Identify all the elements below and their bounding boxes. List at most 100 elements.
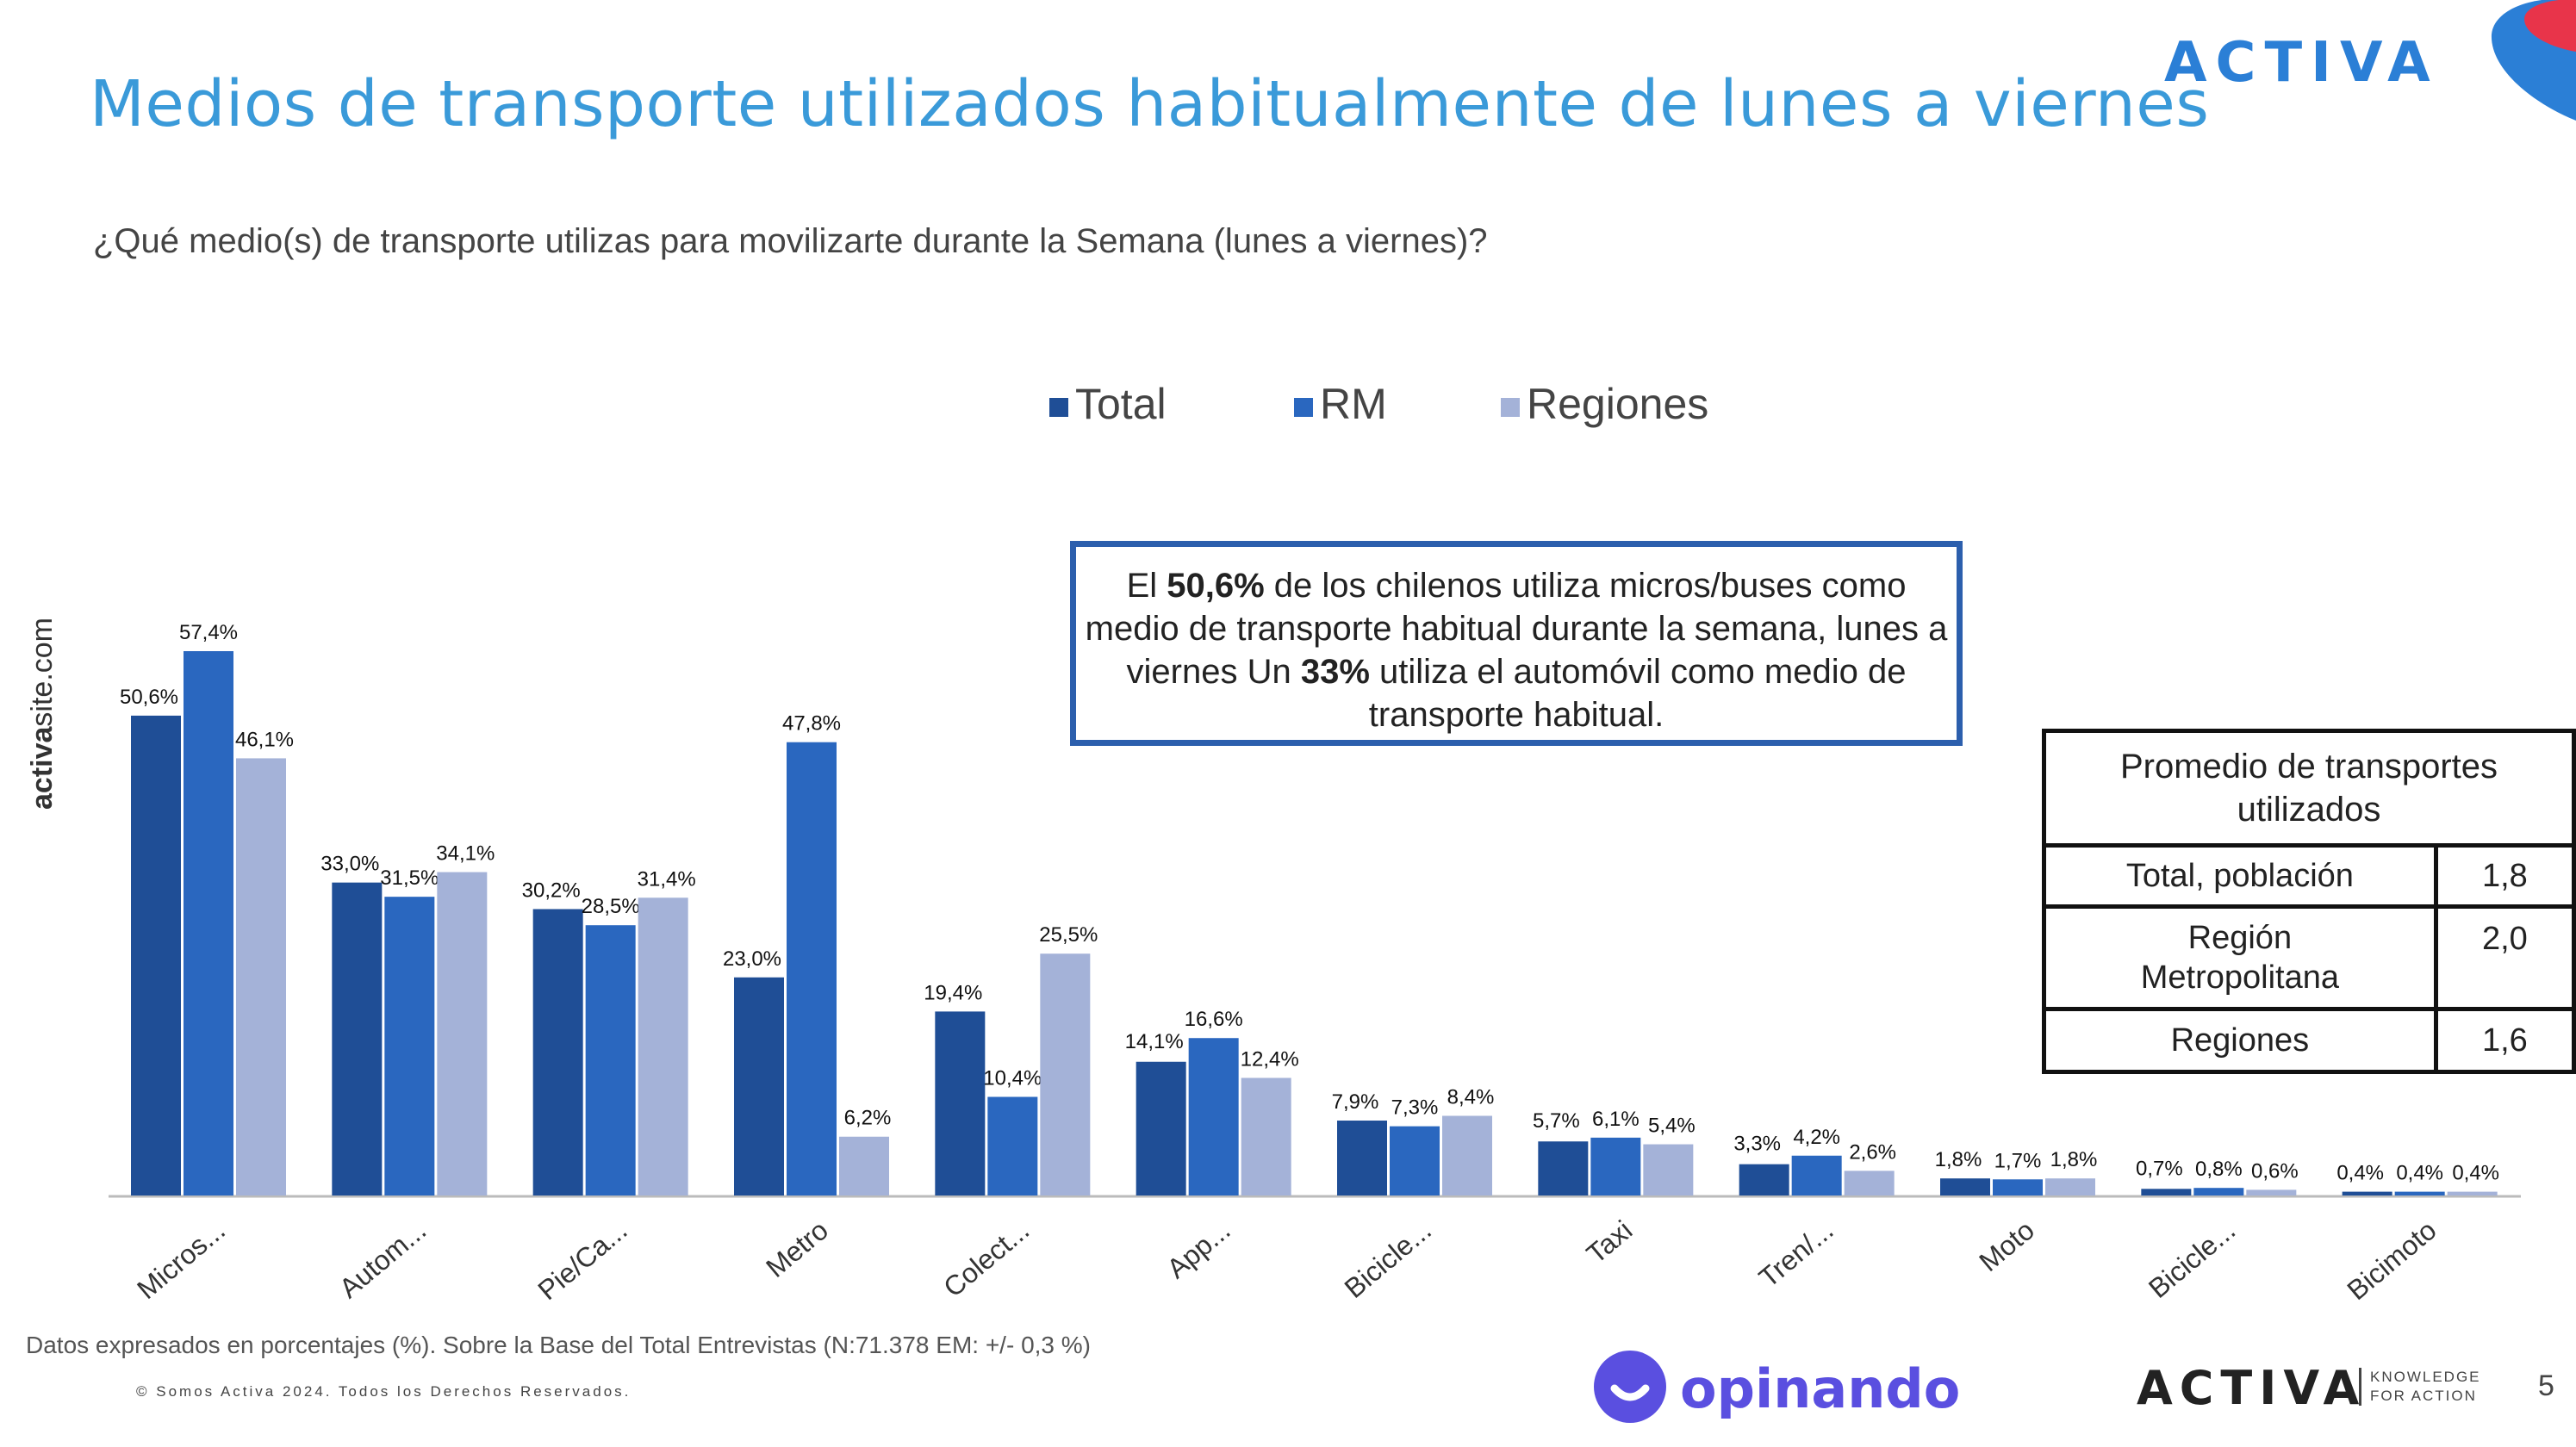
- bar-rm-6: [1390, 1126, 1440, 1195]
- data-label: 8,4%: [1447, 1086, 1495, 1109]
- bar-rm-1: [384, 897, 435, 1195]
- data-label: 28,5%: [582, 895, 640, 918]
- bar-regiones-9: [2045, 1178, 2095, 1195]
- bar-rm-9: [1993, 1179, 2043, 1195]
- callout-text-1: El: [1126, 567, 1167, 605]
- bar-total-1: [332, 882, 383, 1195]
- bar-rm-7: [1590, 1137, 1641, 1195]
- data-label: 1,8%: [2050, 1148, 2098, 1171]
- tagline-line-1: KNOWLEDGE: [2370, 1369, 2481, 1385]
- callout-highlight-1: 50,6%: [1167, 567, 1265, 605]
- average-transport-table: Promedio de transportes utilizados Total…: [2042, 729, 2576, 1074]
- bar-total-8: [1739, 1164, 1789, 1195]
- bar-rm-11: [2394, 1191, 2445, 1195]
- bar-total-3: [734, 977, 784, 1195]
- x-tick-label: Autom...: [333, 1214, 432, 1304]
- bar-chart: 50,6% 57,4% 46,1% Micros... 33,0%31,5%34,1% A…: [109, 621, 2521, 1306]
- table-row: Total, población 1,8: [2042, 843, 2576, 909]
- x-tick-label: Bicicle...: [1339, 1214, 1437, 1304]
- data-label: 31,5%: [380, 866, 439, 890]
- table-row-value: 1,6: [2433, 1007, 2576, 1074]
- data-label: 4,2%: [1793, 1126, 1840, 1149]
- data-label: 0,4%: [2396, 1162, 2443, 1185]
- data-label: 0,4%: [2336, 1162, 2384, 1185]
- data-label: 31,4%: [638, 867, 696, 891]
- data-label: 25,5%: [1039, 923, 1098, 947]
- bar-total-4: [935, 1011, 986, 1195]
- footnote: Datos expresados en porcentajes (%). Sob…: [26, 1332, 1091, 1358]
- data-label: 33,0%: [320, 853, 379, 876]
- legend-item-total: Total: [1049, 379, 1167, 429]
- data-label: 3,3%: [1733, 1133, 1781, 1156]
- bar-regiones-4: [1040, 953, 1091, 1195]
- data-label: 47,8%: [782, 712, 841, 736]
- opinando-logo-text: opinando: [1680, 1357, 1961, 1420]
- bar-regiones-0: [236, 758, 286, 1195]
- data-label: 30,2%: [522, 879, 581, 902]
- bar-total-11: [2342, 1191, 2392, 1195]
- bar-rm-8: [1791, 1155, 1842, 1195]
- legend-swatch-total: [1049, 398, 1068, 417]
- data-label: 2,6%: [1849, 1140, 1896, 1164]
- legend-label-rm: RM: [1320, 380, 1387, 428]
- data-label: 5,4%: [1648, 1115, 1696, 1138]
- legend-swatch-regiones: [1501, 398, 1520, 417]
- x-tick-label: App...: [1160, 1214, 1235, 1284]
- activa-tagline: KNOWLEDGE FOR ACTION: [2359, 1368, 2481, 1406]
- callout-text-2: de los chilenos utiliza micros/buses com…: [1085, 567, 1948, 691]
- bar-regiones-3: [839, 1136, 889, 1195]
- callout-box: El 50,6% de los chilenos utiliza micros/…: [1070, 541, 1963, 746]
- data-label: 46,1%: [235, 728, 294, 751]
- bar-regiones-2: [638, 897, 688, 1195]
- bar-total-9: [1940, 1178, 1990, 1195]
- side-url-bold: activa: [26, 726, 59, 810]
- table-row-label: Región Metropolitana: [2042, 904, 2438, 1011]
- legend-item-regiones: Regiones: [1501, 379, 1708, 429]
- page-title: Medios de transporte utilizados habitual…: [90, 67, 2210, 141]
- table-row: Regiones 1,6: [2042, 1007, 2576, 1074]
- data-label: 10,4%: [983, 1066, 1042, 1090]
- x-tick-label: Pie/Ca...: [532, 1214, 633, 1306]
- bar-total-6: [1337, 1121, 1387, 1195]
- bar-total-7: [1538, 1141, 1589, 1195]
- x-tick-label: Colect...: [937, 1214, 1035, 1303]
- bar-total-0: [131, 715, 181, 1195]
- data-label: 0,6%: [2251, 1159, 2299, 1183]
- side-url-rest: site.com: [26, 618, 59, 727]
- bar-total-2: [532, 909, 583, 1195]
- data-label: 6,2%: [844, 1107, 892, 1130]
- bar-rm-2: [585, 925, 636, 1195]
- data-label: 34,1%: [436, 842, 495, 866]
- data-label: 1,8%: [1935, 1148, 1982, 1171]
- table-row-label: Total, población: [2042, 843, 2438, 909]
- bar-regiones-6: [1442, 1115, 1492, 1195]
- x-tick-label: Taxi: [1581, 1214, 1639, 1270]
- x-tick-label: Metro: [760, 1214, 834, 1283]
- data-label: 0,4%: [2452, 1162, 2499, 1185]
- bar-total-5: [1136, 1061, 1186, 1195]
- data-label: 7,3%: [1391, 1096, 1439, 1120]
- data-label: 1,7%: [1994, 1149, 2042, 1172]
- page-number: 5: [2538, 1369, 2554, 1402]
- callout-highlight-2: 33%: [1300, 653, 1370, 691]
- table-header: Promedio de transportes utilizados: [2042, 729, 2576, 848]
- bar-rm-0: [184, 651, 233, 1195]
- data-label: 57,4%: [179, 621, 238, 644]
- data-label: 12,4%: [1241, 1047, 1299, 1071]
- data-label: 14,1%: [1125, 1030, 1184, 1053]
- data-label: 50,6%: [120, 686, 178, 709]
- legend-swatch-rm: [1294, 398, 1313, 417]
- table-row-value: 2,0: [2433, 904, 2576, 1011]
- bar-rm-5: [1188, 1038, 1239, 1195]
- bar-regiones-10: [2246, 1189, 2297, 1195]
- bar-rm-4: [987, 1096, 1038, 1195]
- legend-item-rm: RM: [1294, 379, 1387, 429]
- data-label: 23,0%: [723, 947, 781, 971]
- table-row: Región Metropolitana 2,0: [2042, 904, 2576, 1011]
- table-header-row: Promedio de transportes utilizados: [2042, 729, 2576, 848]
- legend-label-regiones: Regiones: [1527, 380, 1709, 428]
- x-tick-label: Tren/...: [1753, 1214, 1839, 1294]
- legend-label-total: Total: [1075, 380, 1167, 428]
- x-tick-label: Micros...: [131, 1214, 231, 1305]
- bar-rm-3: [787, 742, 837, 1195]
